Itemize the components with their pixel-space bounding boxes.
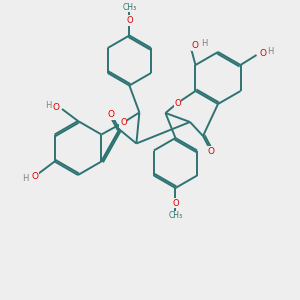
Text: H: H [45,100,51,109]
Text: O: O [259,49,266,58]
Text: O: O [174,98,181,107]
Text: CH₃: CH₃ [122,3,136,12]
Text: O: O [208,146,214,155]
Text: O: O [120,118,127,127]
Text: H: H [22,174,29,183]
Text: H: H [201,40,208,49]
Text: O: O [126,16,133,25]
Text: CH₃: CH₃ [168,212,182,220]
Text: O: O [31,172,38,181]
Text: H: H [267,46,274,56]
Text: O: O [108,110,115,119]
Text: O: O [192,41,199,50]
Text: O: O [52,103,59,112]
Text: O: O [172,199,179,208]
